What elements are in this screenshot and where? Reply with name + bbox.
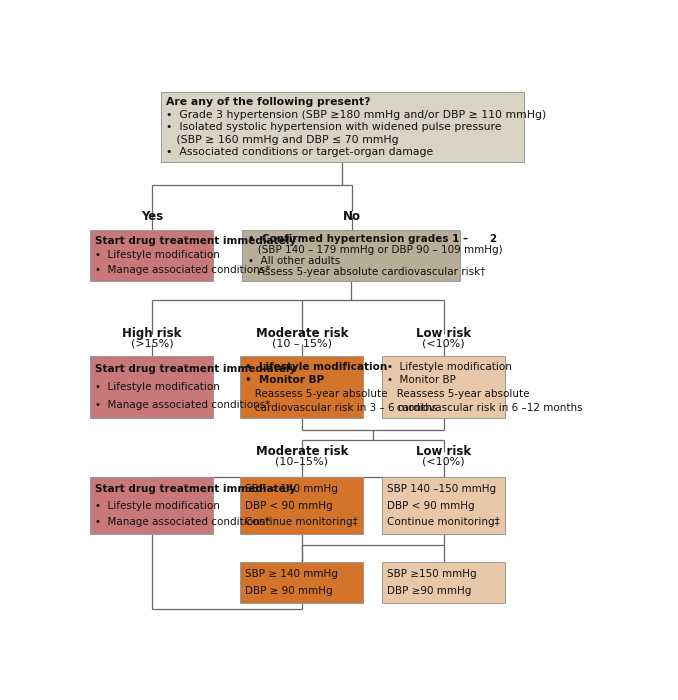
FancyBboxPatch shape <box>240 356 363 418</box>
Text: SBP 140 –150 mmHg: SBP 140 –150 mmHg <box>387 484 496 494</box>
Text: SBP ≥150 mmHg: SBP ≥150 mmHg <box>387 569 477 579</box>
Text: Moderate risk: Moderate risk <box>256 327 348 340</box>
Text: Assess 5-year absolute cardiovascular risk†: Assess 5-year absolute cardiovascular ri… <box>247 267 485 276</box>
Text: •  Manage associated conditions*: • Manage associated conditions* <box>95 400 271 410</box>
Text: Reassess 5-year absolute: Reassess 5-year absolute <box>387 389 530 399</box>
Text: (<10%): (<10%) <box>422 457 465 467</box>
Text: (10–15%): (10–15%) <box>275 457 328 467</box>
Text: Start drug treatment immediately: Start drug treatment immediately <box>95 484 296 494</box>
Text: High risk: High risk <box>122 327 182 340</box>
FancyBboxPatch shape <box>90 477 214 534</box>
Text: •  Lifestyle modification: • Lifestyle modification <box>95 500 220 511</box>
Text: •  Associated conditions or target-organ damage: • Associated conditions or target-organ … <box>166 147 433 157</box>
Text: (<10%): (<10%) <box>422 339 465 349</box>
Text: Continue monitoring‡: Continue monitoring‡ <box>245 517 358 527</box>
Text: cardiovascular risk in 6 –12 months: cardiovascular risk in 6 –12 months <box>387 402 582 412</box>
Text: Low risk: Low risk <box>416 445 471 458</box>
Text: •  All other adults: • All other adults <box>247 256 340 265</box>
FancyBboxPatch shape <box>382 477 505 534</box>
FancyBboxPatch shape <box>240 562 363 603</box>
Text: No: No <box>342 210 361 223</box>
Text: •  Lifestyle modification: • Lifestyle modification <box>95 382 220 392</box>
Text: DBP ≥ 90 mmHg: DBP ≥ 90 mmHg <box>245 585 333 596</box>
Text: (SBP 140 – 179 mmHg or DBP 90 – 109 mmHg): (SBP 140 – 179 mmHg or DBP 90 – 109 mmHg… <box>247 245 502 255</box>
Text: •  Lifestyle modification: • Lifestyle modification <box>245 362 387 372</box>
Text: Start drug treatment immediately: Start drug treatment immediately <box>95 236 296 246</box>
FancyBboxPatch shape <box>382 562 505 603</box>
Text: cardiovascular risk in 3 – 6 months: cardiovascular risk in 3 – 6 months <box>245 402 437 412</box>
FancyBboxPatch shape <box>90 230 214 281</box>
Text: (>15%): (>15%) <box>131 339 174 349</box>
FancyBboxPatch shape <box>161 92 523 162</box>
Text: •  Manage associated conditions*: • Manage associated conditions* <box>95 265 271 274</box>
Text: •  Lifestyle modification: • Lifestyle modification <box>95 250 220 260</box>
Text: (SBP ≥ 160 mmHg and DBP ≤ 70 mmHg: (SBP ≥ 160 mmHg and DBP ≤ 70 mmHg <box>166 134 399 145</box>
FancyBboxPatch shape <box>240 477 363 534</box>
Text: •  Manage associated conditions*: • Manage associated conditions* <box>95 517 271 527</box>
Text: (10 – 15%): (10 – 15%) <box>272 339 332 349</box>
Text: Yes: Yes <box>141 210 163 223</box>
Text: •  Isolated systolic hypertension with widened pulse pressure: • Isolated systolic hypertension with wi… <box>166 122 502 132</box>
Text: Are any of the following present?: Are any of the following present? <box>166 97 371 107</box>
Text: •  Grade 3 hypertension (SBP ≥180 mmHg and/or DBP ≥ 110 mmHg): • Grade 3 hypertension (SBP ≥180 mmHg an… <box>166 110 546 120</box>
Text: •  Monitor BP: • Monitor BP <box>387 375 456 386</box>
Text: •  Lifestyle modification: • Lifestyle modification <box>387 362 512 372</box>
Text: Moderate risk: Moderate risk <box>256 445 348 458</box>
Text: DBP < 90 mmHg: DBP < 90 mmHg <box>245 500 333 511</box>
Text: DBP < 90 mmHg: DBP < 90 mmHg <box>387 500 475 511</box>
FancyBboxPatch shape <box>90 356 214 418</box>
Text: Reassess 5-year absolute: Reassess 5-year absolute <box>245 389 388 399</box>
Text: DBP ≥90 mmHg: DBP ≥90 mmHg <box>387 585 471 596</box>
Text: •  Monitor BP: • Monitor BP <box>245 375 324 386</box>
Text: Low risk: Low risk <box>416 327 471 340</box>
Text: SBP < 140 mmHg: SBP < 140 mmHg <box>245 484 338 494</box>
Text: SBP ≥ 140 mmHg: SBP ≥ 140 mmHg <box>245 569 338 579</box>
FancyBboxPatch shape <box>382 356 505 418</box>
Text: Continue monitoring‡: Continue monitoring‡ <box>387 517 500 527</box>
FancyBboxPatch shape <box>243 230 460 281</box>
Text: •  Confirmed hypertension grades 1 –      2: • Confirmed hypertension grades 1 – 2 <box>247 234 497 244</box>
Text: Start drug treatment immediately: Start drug treatment immediately <box>95 364 296 374</box>
